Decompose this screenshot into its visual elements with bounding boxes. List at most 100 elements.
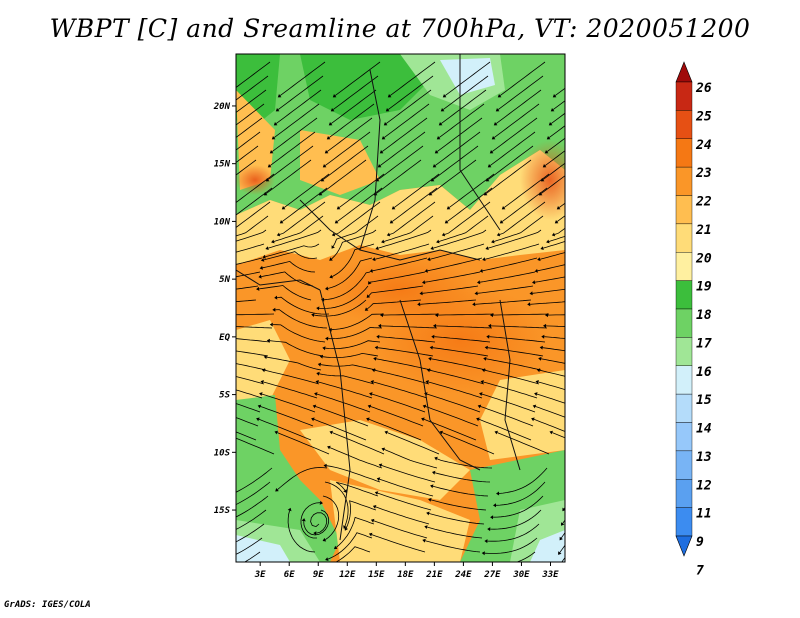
streamline-arrow — [262, 254, 266, 259]
streamline-arrow — [314, 392, 318, 396]
streamline-arrow — [319, 354, 323, 359]
streamline-arrow — [364, 307, 369, 311]
streamline-arrow — [556, 206, 561, 210]
colorbar-label: 11 — [696, 507, 712, 522]
streamline-arrow — [369, 392, 373, 396]
lon-tick-label: 27E — [483, 570, 501, 580]
streamline — [373, 520, 428, 539]
streamline — [236, 159, 257, 176]
streamline-arrow — [539, 345, 543, 350]
streamline-arrow — [435, 313, 438, 318]
streamline-arrow — [554, 220, 559, 224]
colorbar-label: 14 — [696, 422, 712, 437]
streamline-arrow — [276, 232, 281, 237]
streamline-arrow — [389, 220, 394, 224]
streamline — [480, 406, 534, 427]
colorbar-segment — [675, 110, 693, 139]
streamline-arrow — [281, 206, 286, 210]
streamline — [562, 519, 565, 524]
streamline-arrow — [562, 507, 565, 512]
lon-tick-label: 3E — [254, 570, 266, 580]
streamline-arrow — [436, 136, 441, 140]
streamline — [393, 173, 440, 208]
streamline — [554, 227, 565, 235]
streamline-arrow — [334, 220, 339, 224]
streamline-arrow — [259, 392, 263, 396]
streamline — [493, 495, 544, 518]
streamline — [483, 381, 538, 399]
colorbar-label: 17 — [696, 336, 712, 351]
streamline-arrow — [474, 291, 478, 296]
streamline — [376, 358, 432, 371]
streamline-arrow — [538, 356, 542, 361]
streamline — [236, 201, 271, 228]
streamline — [372, 257, 428, 272]
streamline-arrow — [546, 136, 551, 140]
streamline — [423, 418, 477, 441]
streamline — [383, 215, 434, 242]
streamline-arrow — [318, 565, 321, 569]
streamline-arrow — [223, 94, 227, 97]
streamline — [269, 340, 324, 357]
streamline — [261, 271, 314, 287]
streamline-arrow — [267, 164, 272, 168]
streamline — [265, 243, 320, 258]
streamline — [501, 187, 548, 222]
streamline — [379, 336, 436, 343]
streamline-arrow — [373, 356, 377, 361]
streamline — [487, 347, 544, 357]
longitude-axis: 3E 6E 9E 12E 15E 18E 21E 24E 27E 30E 33E — [254, 562, 559, 580]
colorbar-label: 13 — [696, 450, 712, 465]
streamline-arrow — [544, 150, 549, 154]
streamline — [434, 131, 481, 166]
streamline — [391, 187, 438, 222]
lon-tick-label: 15E — [368, 570, 385, 580]
streamline — [532, 288, 565, 294]
streamline — [495, 481, 546, 506]
streamline — [389, 61, 436, 96]
streamline — [326, 117, 373, 152]
streamline-arrow — [490, 515, 494, 520]
streamline-arrow — [531, 417, 535, 422]
streamline — [375, 159, 422, 194]
streamline — [273, 215, 324, 242]
streamline-arrow — [216, 240, 220, 244]
streamline-arrow — [430, 484, 434, 489]
streamline-arrow — [377, 164, 382, 168]
streamline — [236, 187, 273, 216]
colorbar-segment — [675, 337, 693, 366]
streamline-arrow — [201, 418, 205, 422]
streamline-arrow — [419, 291, 423, 296]
streamline-arrow — [261, 368, 266, 373]
streamline-arrow — [222, 233, 225, 237]
streamline-arrow — [272, 307, 276, 312]
streamline-arrow — [424, 525, 428, 529]
streamline — [262, 260, 316, 273]
streamline — [277, 296, 330, 315]
streamline-arrow — [366, 417, 370, 422]
streamline — [499, 201, 546, 235]
streamline — [548, 125, 565, 138]
colorbar-segment — [675, 280, 693, 310]
streamline-arrow — [315, 380, 319, 384]
lon-tick-label: 18E — [397, 570, 414, 580]
streamline — [377, 145, 424, 180]
streamline-arrow — [333, 545, 338, 550]
streamline — [486, 358, 542, 371]
streamline — [475, 299, 532, 305]
streamline-arrow — [426, 511, 430, 516]
streamline-arrow — [380, 313, 383, 318]
streamline — [479, 271, 536, 283]
streamline-arrow — [477, 280, 481, 285]
streamline-arrow — [485, 178, 490, 182]
streamline-arrow — [205, 269, 208, 273]
colorbar-segment — [675, 81, 693, 111]
streamline — [368, 285, 424, 297]
streamline — [497, 75, 544, 110]
streamline-arrow — [384, 430, 388, 435]
streamline-arrow — [368, 532, 373, 537]
map-frame — [235, 53, 566, 563]
streamline — [369, 271, 426, 283]
streamline — [552, 100, 565, 110]
streamline — [434, 336, 491, 343]
